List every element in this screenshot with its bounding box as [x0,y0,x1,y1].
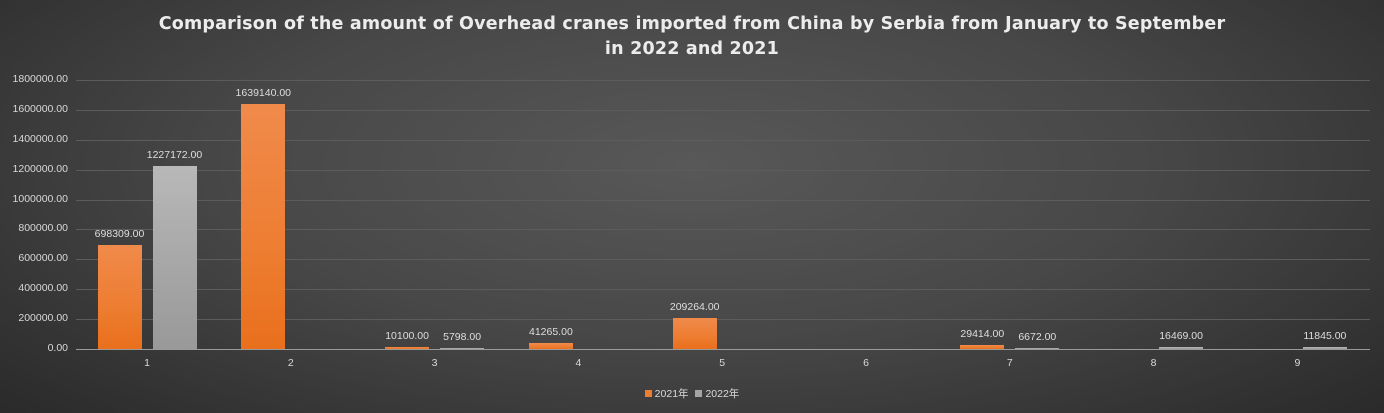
y-tick-label: 200000.00 [18,312,68,325]
bar-2022-month-9 [1302,347,1347,349]
y-tick-label: 1600000.00 [12,102,68,115]
bar-2022-month-1 [152,165,197,349]
data-label: 11845.00 [1303,330,1347,343]
gridline [76,109,1370,111]
chart-title: Comparison of the amount of Overhead cra… [0,12,1384,62]
gridline [76,139,1370,141]
y-tick-label: 1800000.00 [12,73,68,85]
gridline [76,80,1370,81]
data-label: 698309.00 [94,227,145,240]
y-tick-label: 1400000.00 [12,132,68,145]
bar-2021-month-3 [385,347,430,349]
chart-title-line-2: in 2022 and 2021 [604,39,780,59]
data-label: 6672.00 [1018,330,1057,343]
gridline [76,199,1370,201]
y-tick-label: 400000.00 [18,282,68,295]
y-tick-label: 1000000.00 [12,192,68,205]
bar-2021-month-4 [528,342,573,349]
bar-2022-month-7 [1015,347,1060,349]
bar-2021-month-7 [960,344,1005,349]
bar-2022-month-3 [440,347,485,349]
bar-2021-month-1 [97,244,142,349]
legend-item-2021: 2021年 [644,386,689,401]
gridline [76,259,1370,261]
bar-2021-month-5 [672,317,717,349]
bar-2021-month-2 [241,104,286,349]
gridline [76,229,1370,231]
gridline [76,169,1370,171]
data-label: 5798.00 [443,330,482,343]
legend-item-2022: 2022年 [695,386,739,401]
legend: 2021年 2022年 [0,386,1384,401]
gridline [76,289,1370,291]
x-tick-label: 5 [719,357,726,369]
legend-label-2022: 2022年 [705,388,740,400]
x-tick-label: 2 [287,357,294,369]
data-label: 1639140.00 [235,87,292,100]
x-tick-label: 9 [1294,357,1301,369]
plot-area: 698309.00 1227172.00 1639140.00 10100.00 579… [76,80,1370,350]
legend-swatch-2021 [644,390,652,397]
x-tick-label: 7 [1006,357,1013,369]
x-tick-label: 4 [575,357,582,369]
chart-title-line-1: Comparison of the amount of Overhead cra… [158,14,1226,34]
x-axis-line [76,349,1370,350]
data-label: 16469.00 [1159,329,1203,342]
data-label: 209264.00 [669,300,720,313]
x-tick-label: 6 [863,357,869,369]
data-label: 41265.00 [528,325,573,338]
bar-2022-month-8 [1159,346,1204,349]
y-tick-label: 0.00 [47,342,68,354]
y-tick-label: 600000.00 [18,252,68,265]
x-tick-label: 1 [144,357,150,369]
legend-swatch-2022 [695,390,703,397]
x-tick-label: 8 [1150,357,1157,369]
y-tick-label: 800000.00 [18,222,68,235]
data-label: 10100.00 [385,330,429,343]
y-tick-label: 1200000.00 [12,162,68,175]
data-label: 29414.00 [960,327,1005,340]
legend-label-2021: 2021年 [654,388,689,400]
data-label: 1227172.00 [146,148,203,161]
x-tick-label: 3 [431,357,438,369]
gridline [76,319,1370,321]
